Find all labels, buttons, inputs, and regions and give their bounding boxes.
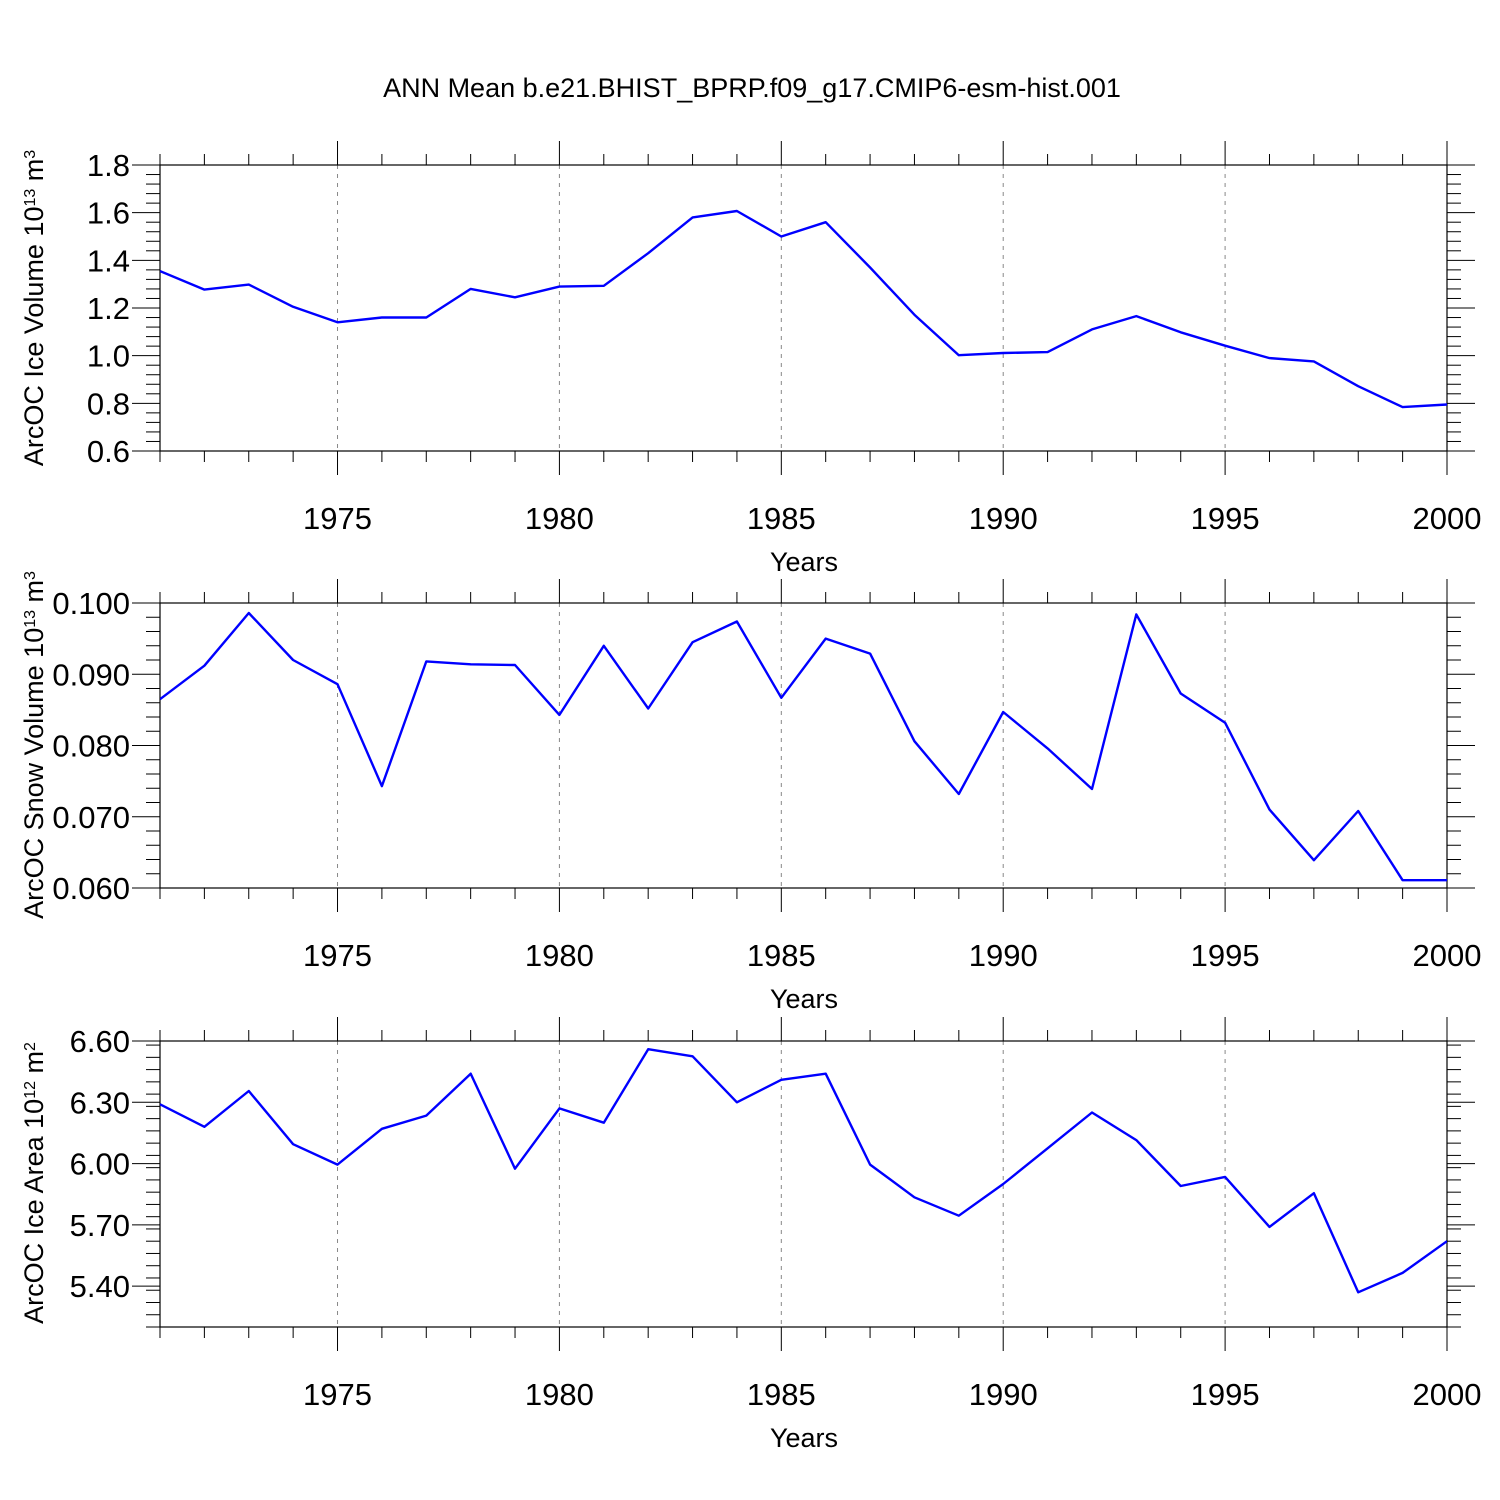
plot-frame <box>159 164 1448 452</box>
y-axis-label: ArcOC Ice Area 1012 m2 <box>19 1042 49 1324</box>
x-axis-label: Years <box>770 547 838 577</box>
series-line <box>160 209 1447 409</box>
series-line <box>160 1047 1447 1294</box>
panel-3: 1975 1980 1985 1990 1995 2000 Years 5.40 5.70 6.0… <box>19 1017 1481 1453</box>
y-tick-label: 1.0 <box>87 339 130 374</box>
plot-frame <box>159 1040 1448 1328</box>
y-axis-label-superscript: 13 <box>22 610 39 628</box>
panel-1: 1975 1980 1985 1990 1995 2000 Years 0.6 0.8 1.0 1.… <box>19 141 1481 577</box>
y-axis-label-part: m <box>19 580 49 610</box>
y-axis-label-part: m <box>19 159 49 189</box>
x-axis-label: Years <box>770 984 838 1014</box>
y-axis-label-part: m <box>19 1051 49 1081</box>
y-tick-label: 1.8 <box>87 148 130 183</box>
x-tick-label: 1980 <box>525 938 594 973</box>
x-tick-label: 2000 <box>1413 1377 1482 1412</box>
y-tick-label: 0.080 <box>52 729 130 764</box>
y-axis-label: ArcOC Snow Volume 1013 m3 <box>19 571 49 919</box>
x-tick-label: 1990 <box>969 1377 1038 1412</box>
y-tick-label: 0.6 <box>87 434 130 469</box>
y-tick-label: 0.060 <box>52 871 130 906</box>
y-tick-label: 5.70 <box>70 1208 130 1243</box>
series-line <box>160 611 1447 882</box>
x-tick-label: 1975 <box>303 501 372 536</box>
plot-frame <box>159 602 1448 889</box>
y-tick-label: 1.2 <box>87 291 130 326</box>
y-axis-label-part: ArcOC Ice Area 10 <box>19 1099 49 1324</box>
x-tick-label: 2000 <box>1413 938 1482 973</box>
x-tick-label: 1995 <box>1191 938 1260 973</box>
y-tick-label: 0.100 <box>52 586 130 621</box>
x-tick-label: 1975 <box>303 1377 372 1412</box>
panel-2: 1975 1980 1985 1990 1995 2000 Years 0.060 0.070 0… <box>19 571 1481 1014</box>
y-axis-label-part: ArcOC Snow Volume 10 <box>19 628 49 919</box>
x-tick-label: 1990 <box>969 501 1038 536</box>
panels: 1975 1980 1985 1990 1995 2000 Years 0.6 0.8 1.0 1.… <box>19 141 1481 1453</box>
x-tick-label: 1990 <box>969 938 1038 973</box>
y-tick-label: 5.40 <box>70 1269 130 1304</box>
y-axis-label: ArcOC Ice Volume 1013 m3 <box>19 150 49 466</box>
x-tick-label: 1995 <box>1191 501 1260 536</box>
y-tick-label: 1.6 <box>87 196 130 231</box>
x-tick-label: 1980 <box>525 1377 594 1412</box>
x-tick-label: 2000 <box>1413 501 1482 536</box>
y-axis-label-superscript: 3 <box>22 150 39 159</box>
y-tick-label: 0.070 <box>52 800 130 835</box>
x-tick-label: 1995 <box>1191 1377 1260 1412</box>
y-tick-label: 6.60 <box>70 1024 130 1059</box>
x-tick-label: 1985 <box>747 938 816 973</box>
x-tick-label: 1985 <box>747 501 816 536</box>
x-tick-label: 1980 <box>525 501 594 536</box>
y-tick-label: 6.30 <box>70 1085 130 1120</box>
y-tick-label: 0.8 <box>87 386 130 421</box>
y-tick-label: 0.090 <box>52 657 130 692</box>
y-tick-label: 1.4 <box>87 243 130 278</box>
y-tick-label: 6.00 <box>70 1147 130 1182</box>
y-axis-label-superscript: 2 <box>22 1042 39 1051</box>
y-axis-label-superscript: 13 <box>22 189 39 207</box>
x-axis-label: Years <box>770 1423 838 1453</box>
x-tick-label: 1985 <box>747 1377 816 1412</box>
y-axis-label-superscript: 12 <box>22 1081 39 1099</box>
figure-title: ANN Mean b.e21.BHIST_BPRP.f09_g17.CMIP6-… <box>383 73 1121 103</box>
y-axis-label-part: ArcOC Ice Volume 10 <box>19 207 49 467</box>
y-axis-label-superscript: 3 <box>22 571 39 580</box>
x-tick-label: 1975 <box>303 938 372 973</box>
